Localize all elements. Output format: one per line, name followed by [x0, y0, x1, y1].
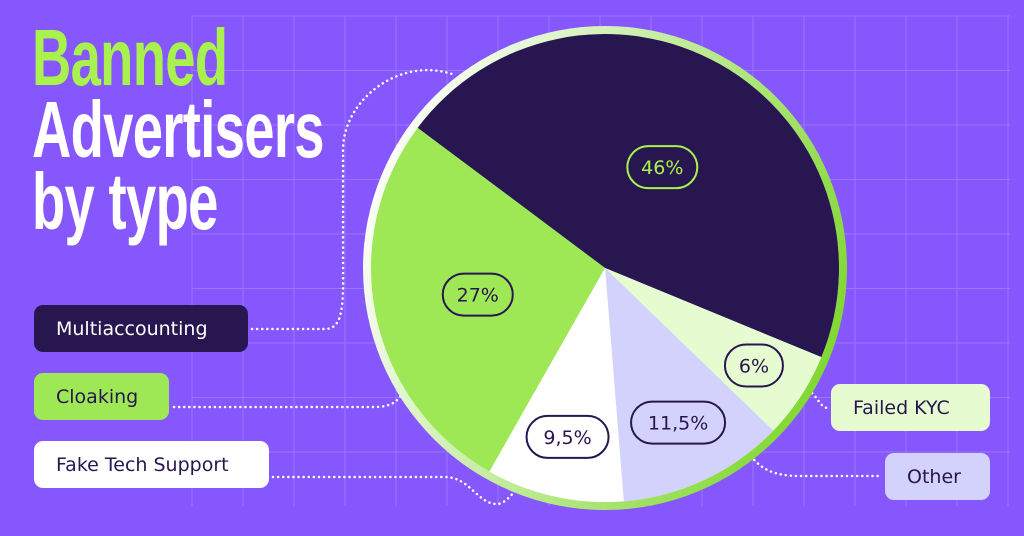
data-label-pill-multiaccounting	[626, 145, 699, 190]
page-title: Banned Advertisers by type	[32, 13, 325, 246]
data-label-pill-failed-kyc	[723, 343, 784, 388]
data-label-fake-tech-support: 9,5%	[543, 427, 591, 449]
data-label-pill-other	[630, 400, 727, 445]
pie-slice-cloaking	[371, 127, 605, 472]
connector-cloaking	[172, 393, 404, 409]
pie-slice-fake-tech-support	[489, 268, 624, 502]
legend-cloaking: Cloaking	[34, 373, 169, 420]
data-label-other: 11,5%	[648, 413, 708, 435]
pie-slice-multiaccounting	[417, 33, 840, 358]
legend-failed-kyc: Failed KYC	[831, 384, 990, 431]
legend-fake-tech-support: Fake Tech Support	[34, 441, 269, 488]
connector-fake-tech-support	[271, 475, 519, 506]
data-label-multiaccounting: 46%	[641, 157, 683, 179]
connector-multiaccounting	[250, 68, 457, 331]
legend-multiaccounting: Multiaccounting	[34, 305, 248, 352]
connector-failed-kyc	[806, 388, 830, 410]
title-line-3: by type	[32, 157, 218, 246]
title-line-1: Banned	[32, 13, 228, 102]
title-line-2: Advertisers	[32, 85, 325, 174]
data-label-pill-cloaking	[441, 272, 514, 317]
legend-other: Other	[885, 453, 990, 500]
pie-slice-failed-kyc	[605, 268, 822, 431]
data-label-cloaking: 27%	[457, 285, 499, 307]
data-label-pill-fake-tech-support	[525, 414, 610, 459]
data-label-failed-kyc: 6%	[739, 355, 769, 377]
connector-other	[746, 450, 884, 478]
